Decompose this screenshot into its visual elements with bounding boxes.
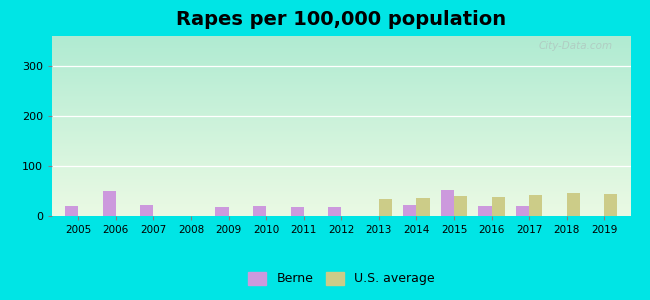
Bar <box>516 206 529 216</box>
Bar <box>441 190 454 216</box>
Bar <box>417 197 430 216</box>
Bar <box>491 197 504 216</box>
Bar <box>379 199 392 216</box>
Bar <box>403 205 417 216</box>
Bar <box>215 207 229 216</box>
Bar <box>529 195 542 216</box>
Bar <box>604 194 617 216</box>
Title: Rapes per 100,000 population: Rapes per 100,000 population <box>176 10 506 29</box>
Bar <box>253 206 266 216</box>
Bar <box>567 193 580 216</box>
Text: City-Data.com: City-Data.com <box>539 41 613 51</box>
Bar <box>328 207 341 216</box>
Bar <box>454 196 467 216</box>
Bar <box>140 205 153 216</box>
Bar <box>291 207 304 216</box>
Bar <box>65 206 78 216</box>
Bar <box>103 191 116 216</box>
Legend: Berne, U.S. average: Berne, U.S. average <box>248 272 435 285</box>
Bar <box>478 206 491 216</box>
